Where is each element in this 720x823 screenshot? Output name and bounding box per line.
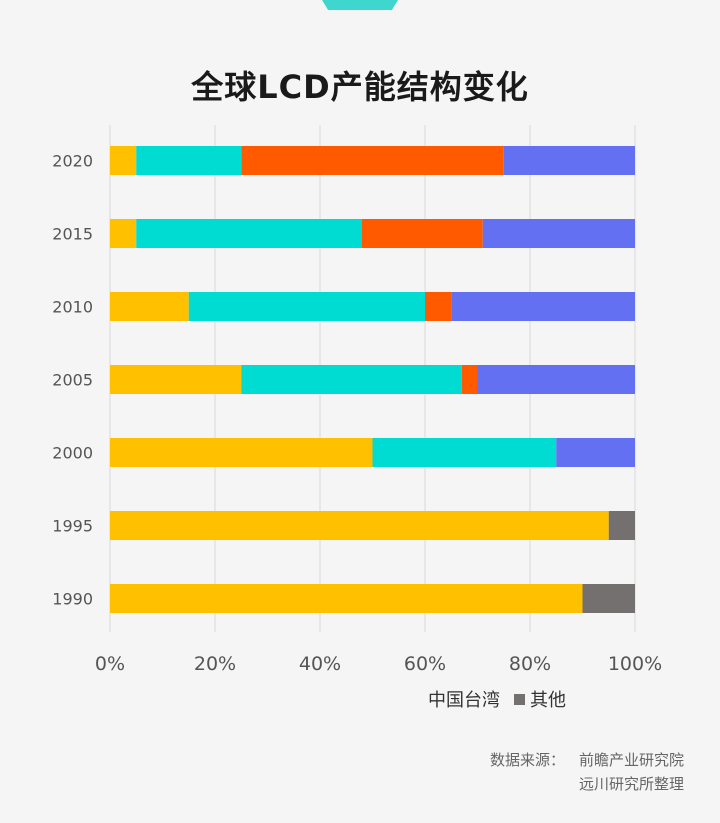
- bar-segment: [110, 584, 583, 613]
- bar-segment: [110, 219, 137, 248]
- bar-segment: [110, 511, 609, 540]
- legend: 中国台湾 其他: [428, 686, 580, 712]
- bar-segment: [582, 584, 635, 613]
- legend-label-taiwan: 中国台湾: [428, 690, 500, 711]
- y-tick-label: 2010: [52, 298, 93, 317]
- bar-segment: [110, 292, 189, 321]
- chart-title: 全球LCD产能结构变化: [191, 68, 529, 106]
- source-note: 数据来源： 前瞻产业研究院 远川研究所整理: [490, 748, 684, 796]
- bar-segment: [477, 365, 635, 394]
- bar-segment: [136, 146, 242, 175]
- bar-segment: [362, 219, 483, 248]
- top-accent-tab: [322, 0, 398, 10]
- bar-segment: [482, 219, 635, 248]
- source-name: 前瞻产业研究院: [578, 751, 684, 769]
- x-tick-label: 80%: [509, 653, 551, 675]
- legend-item-taiwan: 中国台湾: [428, 686, 500, 712]
- x-tick-label: 60%: [404, 653, 446, 675]
- y-tick-label: 2000: [52, 444, 93, 463]
- x-tick-label: 0%: [95, 653, 125, 675]
- y-tick-label: 2020: [52, 152, 93, 171]
- bar-segment: [372, 438, 557, 467]
- bar-segment: [110, 146, 137, 175]
- bar-segment: [136, 219, 362, 248]
- x-tick-label: 40%: [299, 653, 341, 675]
- bar-segment: [241, 146, 504, 175]
- bar-segment: [451, 292, 635, 321]
- bar-segment: [110, 365, 242, 394]
- bar-segment: [110, 438, 373, 467]
- bar-segment: [188, 292, 425, 321]
- bar-segment: [503, 146, 635, 175]
- bar-segment: [461, 365, 478, 394]
- y-tick-label: 2015: [52, 225, 93, 244]
- legend-item-other: 其他: [514, 686, 566, 712]
- bar-segment: [556, 438, 635, 467]
- y-tick-label: 2005: [52, 371, 93, 390]
- bar-segment: [425, 292, 452, 321]
- legend-swatch-other: [514, 693, 525, 705]
- source-line-1: 数据来源： 前瞻产业研究院: [490, 748, 684, 772]
- y-tick-label: 1995: [52, 517, 93, 536]
- x-tick-label: 20%: [194, 653, 236, 675]
- x-tick-label: 100%: [608, 653, 662, 675]
- source-line-2: 远川研究所整理: [578, 775, 684, 793]
- bar-segment: [608, 511, 635, 540]
- source-label: 数据来源：: [489, 751, 565, 769]
- bar-segment: [241, 365, 462, 394]
- y-tick-label: 1990: [52, 590, 93, 609]
- legend-label-other: 其他: [530, 690, 566, 711]
